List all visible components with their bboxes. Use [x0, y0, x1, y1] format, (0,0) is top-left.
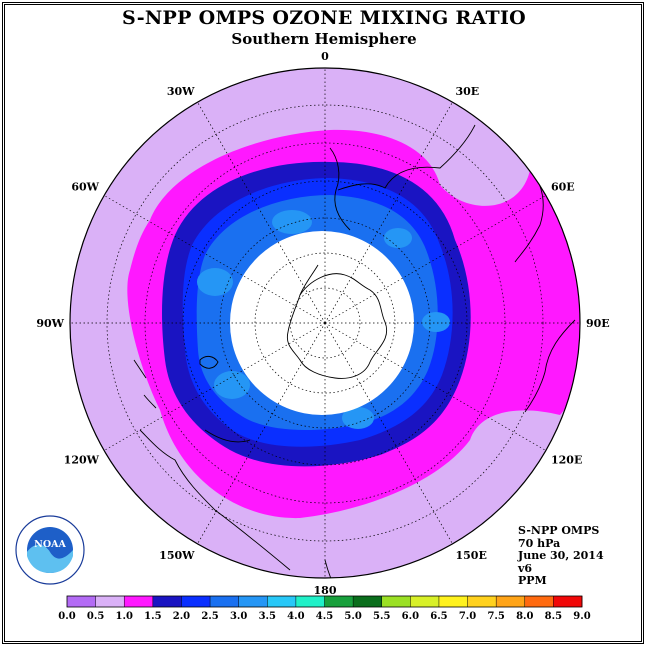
colorbar-tick-label: 7.5 — [487, 611, 504, 622]
latitude-circle — [219, 217, 431, 429]
colorbar-swatch — [553, 596, 583, 607]
colorbar-tick-label: 6.5 — [430, 611, 447, 622]
longitude-label: 60W — [71, 181, 99, 194]
meridian-line — [324, 195, 547, 324]
colorbar-swatch — [524, 596, 554, 607]
colorbar-swatch — [438, 596, 468, 607]
longitude-label: 60E — [551, 181, 575, 194]
longitude-label: 150W — [159, 549, 195, 562]
longitude-label: 30E — [456, 85, 480, 98]
colorbar-swatch — [324, 596, 354, 607]
colorbar-tick-label: 1.0 — [116, 611, 133, 622]
colorbar-tick-label: 5.5 — [373, 611, 390, 622]
colorbar-swatch — [353, 596, 383, 607]
longitude-label: 150E — [456, 549, 487, 562]
band-patch — [214, 371, 250, 399]
latitude-circle — [182, 180, 468, 466]
colorbar-swatch — [410, 596, 440, 607]
map-disk — [70, 68, 580, 578]
coastlines — [133, 124, 576, 578]
longitude-labels: 90W 60W 30W 0 30E 60E 90E 120E 150E 180 150W 120W — [36, 50, 609, 597]
colorbar-swatch — [496, 596, 526, 607]
colorbar-tick-label: 4.0 — [287, 611, 304, 622]
band-patch — [272, 210, 312, 234]
colorbar-tick-label: 8.0 — [516, 611, 533, 622]
band-3.0-3.5 — [197, 210, 450, 429]
colorbar-tick-label: 7.0 — [459, 611, 476, 622]
colorbar-tick-label: 6.0 — [402, 611, 419, 622]
colorbar-tick-label: 5.0 — [344, 611, 361, 622]
latitude-circle — [106, 104, 544, 542]
info-level: 70 hPa — [518, 536, 561, 550]
colorbar-tick-label: 0.5 — [87, 611, 104, 622]
colorbar-tick-label: 2.5 — [201, 611, 218, 622]
colorbar-tick-label: 2.0 — [173, 611, 190, 622]
info-instrument: S-NPP OMPS — [518, 524, 600, 537]
meridian-line — [324, 101, 453, 324]
meridian-line — [197, 322, 326, 545]
colorbar-tick-label: 0.0 — [58, 611, 75, 622]
colorbar-tick-label: 1.5 — [144, 611, 161, 622]
colorbar-tick-label: 3.0 — [230, 611, 247, 622]
colorbar-swatch — [181, 596, 211, 607]
colorbar-swatch — [295, 596, 325, 607]
meridian-line — [324, 322, 453, 545]
graticule — [70, 68, 580, 578]
longitude-label: 90E — [586, 317, 610, 330]
longitude-label: 120E — [551, 454, 582, 467]
longitude-label: 30W — [167, 85, 195, 98]
meridian-line — [324, 322, 547, 451]
svg-text:NOAA: NOAA — [34, 539, 66, 550]
colorbar-swatch — [152, 596, 182, 607]
band-patch — [422, 312, 450, 332]
chart-title: S-NPP OMPS OZONE MIXING RATIO — [121, 7, 527, 29]
colorbar-swatch — [267, 596, 297, 607]
meridian-line — [103, 322, 326, 451]
longitude-label: 90W — [36, 317, 64, 330]
longitude-label: 180 — [314, 584, 337, 597]
latitude-circle — [289, 287, 361, 359]
meridian-line — [197, 101, 326, 324]
info-units: PPM — [518, 574, 547, 587]
colorbar-swatch — [124, 596, 154, 607]
colorbar-swatch — [95, 596, 125, 607]
colorbar: 0.0 0.5 1.0 1.5 2.0 2.5 3.0 3.5 4.0 4.5 5.0 5.5 6.0 6… — [58, 595, 591, 622]
colorbar-swatch — [67, 596, 97, 607]
colorbar-swatch — [238, 596, 268, 607]
colorbar-tick-label: 8.5 — [545, 611, 562, 622]
band-patch — [197, 268, 233, 296]
band-patch — [342, 407, 374, 429]
no-data-polar-cap — [230, 231, 414, 415]
colorbar-swatch — [467, 596, 497, 607]
colorbar-tick-label: 9.0 — [573, 611, 590, 622]
meridian-line — [103, 195, 326, 324]
info-date: June 30, 2014 — [518, 549, 604, 562]
chart-subtitle: Southern Hemisphere — [231, 30, 417, 48]
colorbar-tick-label: 3.5 — [259, 611, 276, 622]
info-version: v6 — [518, 561, 533, 575]
colorbar-tick-label: 4.5 — [316, 611, 333, 622]
band-patch — [384, 228, 412, 248]
longitude-label: 120W — [64, 454, 100, 467]
noaa-logo: NOAA — [15, 515, 85, 585]
latitude-circle — [254, 252, 396, 394]
longitude-label: 0 — [321, 50, 329, 63]
latitude-circle — [144, 142, 506, 504]
colorbar-swatch — [210, 596, 240, 607]
colorbar-swatch — [381, 596, 411, 607]
info-block: S-NPP OMPS 70 hPa June 30, 2014 v6 PPM — [518, 524, 604, 588]
map-border — [69, 67, 581, 579]
